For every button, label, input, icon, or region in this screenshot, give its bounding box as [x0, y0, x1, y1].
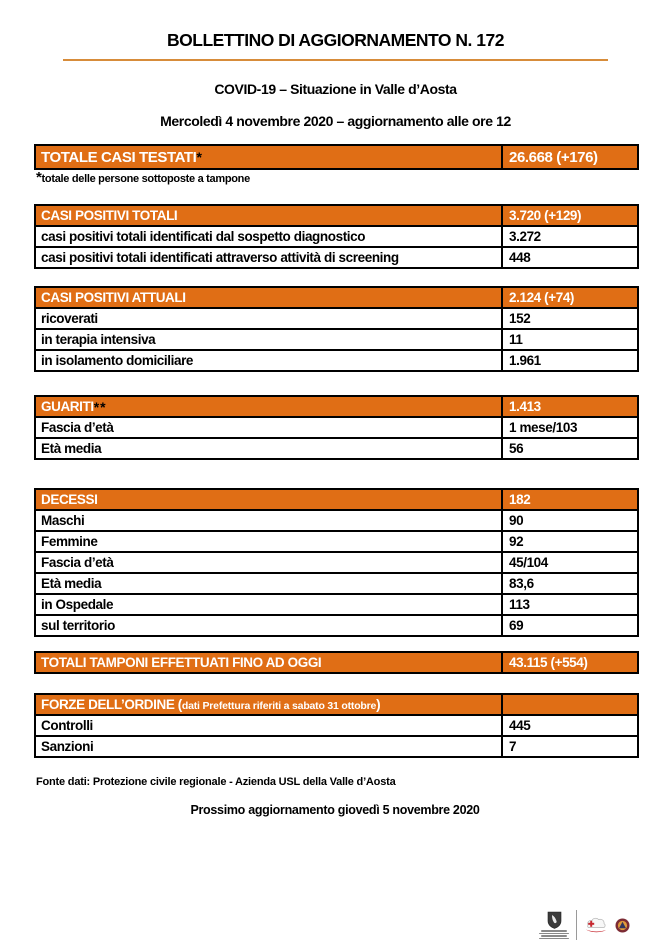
header-label-text: TOTALE CASI TESTATI	[41, 148, 197, 166]
row-label: in isolamento domiciliare	[34, 349, 503, 372]
row-value: 92	[501, 530, 639, 553]
table-row: Fascia d’età 45/104	[34, 551, 639, 574]
row-label: casi positivi totali identificati attrav…	[34, 246, 503, 269]
footnote: *totale delle persone sottoposte a tampo…	[36, 170, 670, 185]
logo-strip	[539, 905, 630, 945]
logo-divider	[576, 910, 577, 940]
header-label: TOTALE CASI TESTATI*	[34, 144, 503, 170]
row-label: Femmine	[34, 530, 503, 553]
row-label: ricoverati	[34, 307, 503, 330]
header-value: 182	[501, 488, 639, 511]
row-label: Fascia d’età	[34, 416, 503, 439]
header-value: 26.668 (+176)	[501, 144, 639, 170]
row-label: Età media	[34, 437, 503, 460]
row-value: 152	[501, 307, 639, 330]
footnote-marker: *	[36, 169, 42, 186]
footnote-text: totale delle persone sottoposte a tampon…	[41, 173, 251, 185]
table-row: Maschi 90	[34, 509, 639, 532]
table-decessi: DECESSI 182 Maschi 90 Femmine 92 Fascia …	[34, 488, 639, 637]
table-header-row: CASI POSITIVI ATTUALI 2.124 (+74)	[34, 286, 639, 309]
table-header-row: GUARITI** 1.413	[34, 395, 639, 418]
row-label: in terapia intensiva	[34, 328, 503, 351]
row-label: sul territorio	[34, 614, 503, 637]
row-label: Controlli	[34, 714, 503, 737]
row-label: Fascia d’età	[34, 551, 503, 574]
table-header-row: CASI POSITIVI TOTALI 3.720 (+129)	[34, 204, 639, 227]
table-row: Controlli 445	[34, 714, 639, 737]
header-label: FORZE DELL’ORDINE (dati Prefettura rifer…	[34, 693, 503, 716]
header-value	[501, 693, 639, 716]
table-row: Età media 83,6	[34, 572, 639, 595]
row-value: 83,6	[501, 572, 639, 595]
header-label: CASI POSITIVI TOTALI	[34, 204, 503, 227]
row-value: 445	[501, 714, 639, 737]
row-label: Sanzioni	[34, 735, 503, 758]
table-header-row: TOTALI TAMPONI EFFETTUATI FINO AD OGGI 4…	[34, 651, 639, 674]
row-label: Età media	[34, 572, 503, 595]
table-row: Fascia d’età 1 mese/103	[34, 416, 639, 439]
table-row: in Ospedale 113	[34, 593, 639, 616]
table-row: in terapia intensiva 11	[34, 328, 639, 351]
protezione-civile-logo-icon	[615, 918, 630, 932]
row-value: 11	[501, 328, 639, 351]
row-label: casi positivi totali identificati dal so…	[34, 225, 503, 248]
row-label: Maschi	[34, 509, 503, 532]
table-header-row: DECESSI 182	[34, 488, 639, 511]
row-value: 113	[501, 593, 639, 616]
table-header-row: TOTALE CASI TESTATI* 26.668 (+176)	[34, 144, 639, 170]
data-source-line: Fonte dati: Protezione civile regionale …	[36, 776, 396, 788]
header-note: dati Prefettura riferiti a sabato 31 ott…	[181, 700, 377, 712]
header-label: TOTALI TAMPONI EFFETTUATI FINO AD OGGI	[34, 651, 503, 674]
bulletin-page: BOLLETTINO DI AGGIORNAMENTO N. 172 COVID…	[34, 28, 670, 940]
subtitle-covid: COVID-19 – Situazione in Valle d’Aosta	[214, 81, 457, 97]
table-row: in isolamento domiciliare 1.961	[34, 349, 639, 372]
header-value: 3.720 (+129)	[501, 204, 639, 227]
table-totali-tamponi: TOTALI TAMPONI EFFETTUATI FINO AD OGGI 4…	[34, 651, 639, 674]
azienda-usl-valle-daosta-logo-icon	[586, 917, 606, 933]
table-row: casi positivi totali identificati dal so…	[34, 225, 639, 248]
table-row: Età media 56	[34, 437, 639, 460]
header-label: GUARITI**	[34, 395, 503, 418]
table-guariti: GUARITI** 1.413 Fascia d’età 1 mese/103 …	[34, 395, 639, 460]
header-value: 1.413	[501, 395, 639, 418]
table-casi-positivi-totali: CASI POSITIVI TOTALI 3.720 (+129) casi p…	[34, 204, 639, 269]
subtitle-date: Mercoledì 4 novembre 2020 – aggiornament…	[160, 113, 511, 129]
title-block: BOLLETTINO DI AGGIORNAMENTO N. 172	[63, 28, 608, 61]
table-row: casi positivi totali identificati attrav…	[34, 246, 639, 269]
row-value: 7	[501, 735, 639, 758]
row-value: 90	[501, 509, 639, 532]
header-value: 2.124 (+74)	[501, 286, 639, 309]
table-row: sul territorio 69	[34, 614, 639, 637]
row-value: 1.961	[501, 349, 639, 372]
footnote-marker-ref: **	[93, 398, 107, 415]
table-row: Femmine 92	[34, 530, 639, 553]
table-row: Sanzioni 7	[34, 735, 639, 758]
header-value: 43.115 (+554)	[501, 651, 639, 674]
row-value: 69	[501, 614, 639, 637]
table-header-row: FORZE DELL’ORDINE (dati Prefettura rifer…	[34, 693, 639, 716]
row-value: 3.272	[501, 225, 639, 248]
regione-valle-daosta-crest-icon	[539, 911, 569, 939]
header-label: CASI POSITIVI ATTUALI	[34, 286, 503, 309]
crest-shield-icon	[547, 911, 561, 929]
page-title: BOLLETTINO DI AGGIORNAMENTO N. 172	[167, 30, 504, 50]
table-forze-dellordine: FORZE DELL’ORDINE (dati Prefettura rifer…	[34, 693, 639, 758]
header-label-text: FORZE DELL’ORDINE (	[41, 697, 182, 712]
table-casi-positivi-attuali: CASI POSITIVI ATTUALI 2.124 (+74) ricove…	[34, 286, 639, 372]
row-value: 56	[501, 437, 639, 460]
header-label-suffix: )	[376, 697, 381, 712]
footnote-marker-ref: *	[196, 148, 203, 165]
next-update-line: Prossimo aggiornamento giovedì 5 novembr…	[190, 803, 480, 817]
crest-caption-lines	[539, 930, 569, 939]
row-value: 1 mese/103	[501, 416, 639, 439]
row-value: 448	[501, 246, 639, 269]
row-value: 45/104	[501, 551, 639, 574]
table-totale-casi-testati: TOTALE CASI TESTATI* 26.668 (+176)	[34, 144, 639, 170]
row-label: in Ospedale	[34, 593, 503, 616]
header-label: DECESSI	[34, 488, 503, 511]
header-label-text: GUARITI	[41, 398, 94, 414]
table-row: ricoverati 152	[34, 307, 639, 330]
